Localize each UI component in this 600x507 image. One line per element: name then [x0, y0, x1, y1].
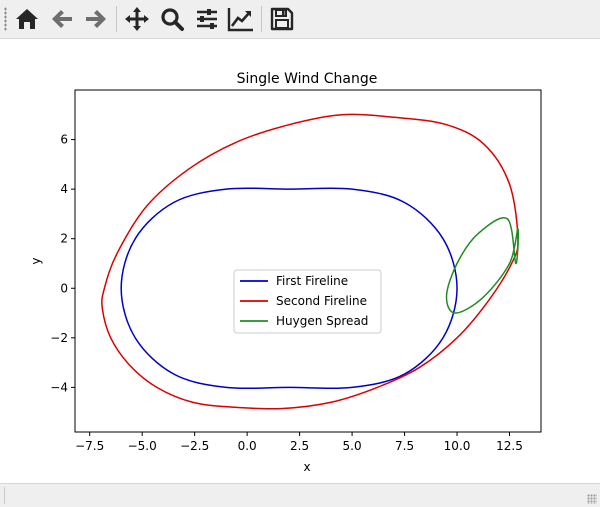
back-button[interactable]	[47, 4, 77, 34]
edit-axes-button[interactable]	[226, 4, 256, 34]
series-line-first-fireline	[120, 187, 458, 390]
series-line-huygen-spread	[445, 217, 520, 314]
plot-area	[101, 113, 520, 410]
series-line-second-fireline	[101, 113, 519, 410]
edit-axes-lines-icon	[227, 8, 253, 32]
axes-frame	[74, 89, 542, 433]
x-tick-label: −7.5	[75, 439, 104, 453]
legend-label: Second Fireline	[276, 294, 367, 308]
toolbar-grip-handle[interactable]	[4, 7, 7, 31]
home-button[interactable]	[12, 4, 42, 34]
legend: First Fireline Second Fireline Huygen Spre…	[233, 269, 382, 334]
subplots-sliders-icon	[197, 9, 217, 29]
save-floppy-icon	[270, 7, 294, 31]
y-tick-label: 6	[60, 133, 68, 147]
x-tick-label: 10.0	[444, 439, 471, 453]
chart-title: Single Wind Change	[237, 71, 378, 87]
legend-label: Huygen Spread	[276, 314, 368, 328]
x-tick-label: 0.0	[238, 439, 257, 453]
y-tick-label: −2	[50, 331, 68, 345]
x-axis-label: x	[303, 460, 310, 474]
save-button[interactable]	[267, 4, 297, 34]
zoom-button[interactable]	[157, 4, 187, 34]
toolbar-separator	[261, 6, 262, 32]
resize-grip-handle[interactable]	[587, 494, 597, 504]
x-tick-label: 2.5	[290, 439, 309, 453]
pan-move-icon	[125, 7, 149, 31]
forward-button[interactable]	[81, 4, 111, 34]
subplots-button[interactable]	[192, 4, 222, 34]
status-bar	[0, 483, 600, 507]
figure-canvas[interactable]: Single Wind Change −7.5 −5.0 −2.5 0.0 2.5 5.0…	[0, 39, 600, 483]
navigation-toolbar	[0, 0, 600, 39]
forward-arrow-icon	[86, 10, 106, 28]
toolbar-separator	[116, 6, 117, 32]
status-divider	[4, 487, 5, 504]
legend-label: First Fireline	[276, 274, 348, 288]
back-arrow-icon	[52, 10, 72, 28]
y-tick-label: 2	[60, 232, 68, 246]
home-icon	[16, 9, 38, 29]
x-tick-label: −2.5	[180, 439, 209, 453]
x-axis: −7.5 −5.0 −2.5 0.0 2.5 5.0 7.5 10.0 12.5	[75, 432, 523, 453]
y-axis-label: y	[29, 257, 43, 264]
x-tick-label: 7.5	[395, 439, 414, 453]
x-tick-label: −5.0	[128, 439, 157, 453]
legend-box	[233, 269, 382, 334]
x-tick-label: 5.0	[343, 439, 362, 453]
zoom-magnifier-icon	[161, 8, 184, 31]
x-tick-label: 12.5	[496, 439, 523, 453]
y-tick-label: −4	[50, 380, 68, 394]
y-tick-label: 0	[60, 281, 68, 295]
y-axis: −4 −2 0 2 4 6	[50, 133, 75, 394]
y-tick-label: 4	[60, 182, 68, 196]
pan-button[interactable]	[122, 4, 152, 34]
chart: Single Wind Change −7.5 −5.0 −2.5 0.0 2.5 5.0…	[0, 39, 600, 483]
